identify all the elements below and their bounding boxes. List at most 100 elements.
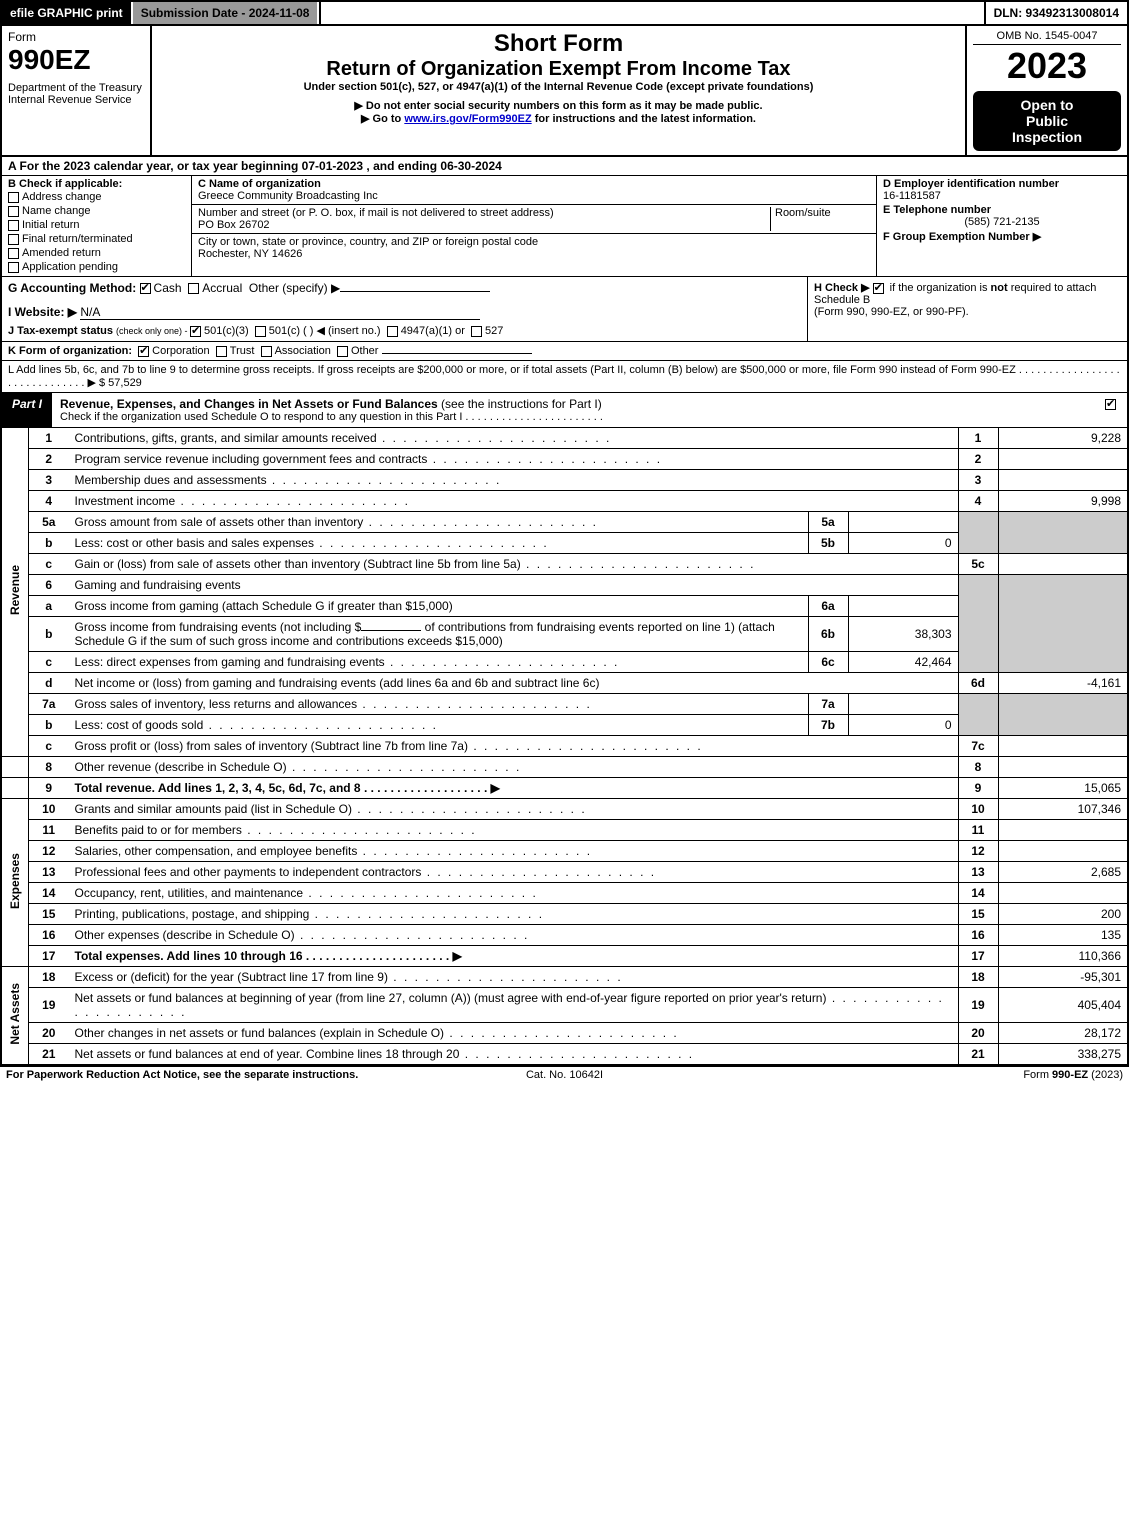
j-o3: 4947(a)(1) or [401, 325, 465, 337]
g-other: Other (specify) ▶ [249, 281, 340, 295]
l7ab-shaded-rn [958, 694, 998, 736]
j-label: J Tax-exempt status [8, 325, 113, 337]
b-address-change[interactable]: Address change [8, 190, 185, 204]
e-label: E Telephone number [883, 204, 1121, 216]
l2-rv [998, 449, 1128, 470]
website-value: N/A [80, 305, 480, 320]
l5c-n: c [29, 554, 69, 575]
g-accrual-check[interactable] [188, 283, 199, 294]
k-corp-check[interactable] [138, 346, 149, 357]
l17-d: Total expenses. Add lines 10 through 16 … [69, 946, 959, 967]
l7c-rv [998, 736, 1128, 757]
l5b-d: Less: cost or other basis and sales expe… [69, 533, 809, 554]
part1-schedule-o-check[interactable] [1097, 393, 1127, 427]
title-short-form: Short Form [158, 30, 959, 58]
section-b: B Check if applicable: Address change Na… [2, 176, 192, 276]
l8-d: Other revenue (describe in Schedule O) [69, 757, 959, 778]
l7a-sn: 7a [808, 694, 848, 715]
k-other-input[interactable] [382, 353, 532, 354]
l21-rv: 338,275 [998, 1044, 1128, 1066]
l18-n: 18 [29, 967, 69, 988]
l5ab-shaded-rn [958, 512, 998, 554]
irs-link[interactable]: www.irs.gov/Form990EZ [404, 113, 531, 125]
c-name-block: C Name of organization Greece Community … [192, 176, 876, 205]
b-application-pending[interactable]: Application pending [8, 260, 185, 274]
b-item-0: Address change [22, 191, 102, 203]
l17-rn: 17 [958, 946, 998, 967]
l6d-d: Net income or (loss) from gaming and fun… [69, 673, 959, 694]
j-527-check[interactable] [471, 326, 482, 337]
expenses-vlabel: Expenses [1, 799, 29, 967]
l11-rn: 11 [958, 820, 998, 841]
k-other-check[interactable] [337, 346, 348, 357]
l6a-n: a [29, 596, 69, 617]
l7a-n: 7a [29, 694, 69, 715]
i-row: I Website: ▶ N/A [8, 305, 801, 320]
part1-checknote: Check if the organization used Schedule … [60, 411, 1089, 423]
part1-tag: Part I [2, 393, 52, 427]
open-inspection-box: Open to Public Inspection [973, 91, 1121, 151]
l14-d: Occupancy, rent, utilities, and maintena… [69, 883, 959, 904]
l4-d: Investment income [69, 491, 959, 512]
part1-header: Part I Revenue, Expenses, and Changes in… [0, 393, 1129, 428]
omb-number: OMB No. 1545-0047 [973, 30, 1121, 45]
l16-rv: 135 [998, 925, 1128, 946]
footer-form-a: Form [1023, 1069, 1052, 1081]
j-sub: (check only one) - [116, 326, 190, 336]
l9-n: 9 [29, 778, 69, 799]
l7c-d: Gross profit or (loss) from sales of inv… [69, 736, 959, 757]
k-assoc-check[interactable] [261, 346, 272, 357]
l8-n: 8 [29, 757, 69, 778]
l6-shaded-rn [958, 575, 998, 673]
l6b-d: Gross income from fundraising events (no… [69, 617, 809, 652]
l6c-sv: 42,464 [848, 652, 958, 673]
j-501c3-check[interactable] [190, 326, 201, 337]
top-bar: efile GRAPHIC print Submission Date - 20… [0, 0, 1129, 26]
g-other-input[interactable] [340, 291, 490, 292]
h-not: not [991, 282, 1008, 294]
submission-date-button[interactable]: Submission Date - 2024-11-08 [133, 2, 320, 24]
l6b-amount-input[interactable] [361, 630, 421, 631]
goto-suffix: for instructions and the latest informat… [532, 113, 756, 125]
h-check[interactable] [873, 283, 884, 294]
l6-n: 6 [29, 575, 69, 596]
b-name-change[interactable]: Name change [8, 204, 185, 218]
b-amended-return[interactable]: Amended return [8, 246, 185, 260]
org-street: PO Box 26702 [198, 219, 770, 231]
rev-spacer [1, 757, 29, 778]
phone-value: (585) 721-2135 [883, 216, 1121, 228]
l7ab-shaded-rv [998, 694, 1128, 736]
l7b-n: b [29, 715, 69, 736]
l-text: L Add lines 5b, 6c, and 7b to line 9 to … [8, 364, 1120, 389]
l7c-rn: 7c [958, 736, 998, 757]
l15-rn: 15 [958, 904, 998, 925]
j-o2: 501(c) ( ) ◀ (insert no.) [269, 325, 381, 337]
ein-value: 16-1181587 [883, 190, 1121, 202]
c-room-label: Room/suite [770, 207, 870, 231]
k-trust-check[interactable] [216, 346, 227, 357]
l9-rv: 15,065 [998, 778, 1128, 799]
j-4947-check[interactable] [387, 326, 398, 337]
l6c-sn: 6c [808, 652, 848, 673]
l19-rv: 405,404 [998, 988, 1128, 1023]
h-text-b: if the organization is [890, 282, 991, 294]
l5a-d: Gross amount from sale of assets other t… [69, 512, 809, 533]
gij-left: G Accounting Method: Cash Accrual Other … [2, 277, 807, 341]
j-501c-check[interactable] [255, 326, 266, 337]
form-word: Form [8, 30, 144, 44]
l6d-rn: 6d [958, 673, 998, 694]
l1-d: Contributions, gifts, grants, and simila… [69, 428, 959, 449]
l3-d: Membership dues and assessments [69, 470, 959, 491]
l20-d: Other changes in net assets or fund bala… [69, 1023, 959, 1044]
g-cash-check[interactable] [140, 283, 151, 294]
b-final-return[interactable]: Final return/terminated [8, 232, 185, 246]
c-city-label: City or town, state or province, country… [198, 236, 870, 248]
l13-n: 13 [29, 862, 69, 883]
l6b-sn: 6b [808, 617, 848, 652]
efile-print-button[interactable]: efile GRAPHIC print [2, 2, 133, 24]
open-line1: Open to [977, 97, 1117, 113]
l5c-rv [998, 554, 1128, 575]
l7b-sn: 7b [808, 715, 848, 736]
l18-rv: -95,301 [998, 967, 1128, 988]
b-initial-return[interactable]: Initial return [8, 218, 185, 232]
